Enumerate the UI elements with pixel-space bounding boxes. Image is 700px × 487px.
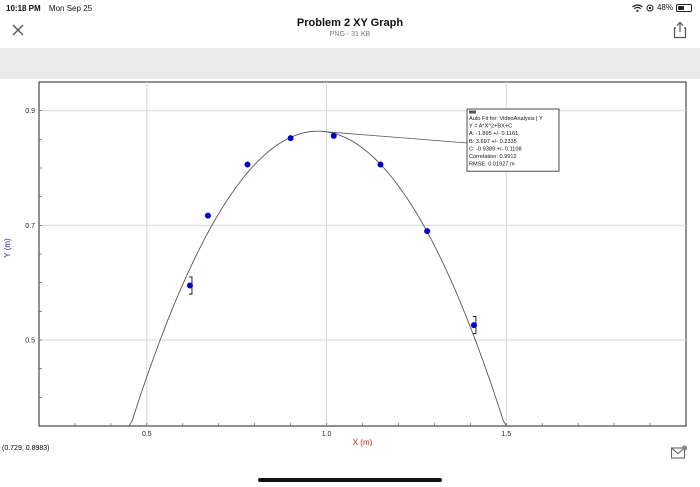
fit-box-line: Auto Fit for: VideoAnalysis | Y bbox=[469, 116, 543, 122]
status-date: Mon Sep 25 bbox=[48, 4, 93, 13]
fit-box-text: Auto Fit for: VideoAnalysis | Y Y = A*X^2… bbox=[469, 116, 543, 168]
fit-box-swatch bbox=[469, 110, 476, 114]
y-tick-label: 0.5 bbox=[25, 338, 35, 345]
home-indicator bbox=[258, 478, 442, 482]
share-icon[interactable] bbox=[672, 21, 688, 39]
data-points bbox=[186, 132, 477, 335]
file-info: PNG - 31 KB bbox=[329, 31, 371, 38]
page-title: Problem 2 XY Graph bbox=[296, 17, 404, 29]
orientation-lock-icon bbox=[646, 4, 654, 11]
coordinate-readout: (0.729, 0.8983) bbox=[2, 445, 49, 452]
battery-fill bbox=[678, 5, 684, 10]
fit-curve bbox=[128, 130, 507, 427]
y-tick-labels: 0.5 0.7 0.9 bbox=[25, 108, 35, 344]
battery-icon bbox=[676, 3, 692, 12]
fit-box-leader bbox=[326, 131, 468, 144]
fit-box-line: RMSE: 0.01927 m bbox=[469, 162, 515, 168]
data-point bbox=[204, 212, 211, 219]
minor-ticks bbox=[39, 110, 651, 426]
status-bar: 10:18 PM Mon Sep 25 48% bbox=[0, 0, 700, 16]
fit-box-line: C: -0.9389 +/- 0.1108 bbox=[469, 146, 522, 152]
fit-box-line: Correlation: 0.9912 bbox=[469, 154, 517, 160]
data-point bbox=[287, 135, 294, 142]
battery-percent: 48% bbox=[656, 3, 673, 12]
x-tick-labels: 0.5 1.0 1.5 bbox=[142, 431, 511, 438]
data-point bbox=[186, 282, 193, 289]
y-tick-label: 0.7 bbox=[25, 223, 35, 230]
data-point bbox=[424, 228, 431, 235]
close-icon[interactable] bbox=[10, 22, 26, 38]
data-point bbox=[470, 322, 477, 329]
xy-graph: 0.5 1.0 1.5 0.5 0.7 0.9 X (m) Y (m) Auto Fit… bbox=[0, 79, 700, 453]
fit-box-frame bbox=[466, 108, 560, 172]
data-point bbox=[330, 132, 337, 139]
data-point bbox=[377, 161, 384, 168]
y-tick-label: 0.9 bbox=[25, 108, 35, 115]
fit-box-line: B: 3.697 +/- 0.2335 bbox=[469, 139, 517, 145]
data-point bbox=[244, 161, 251, 168]
viewer-header: Problem 2 XY Graph PNG - 31 KB bbox=[0, 14, 700, 46]
image-viewer: 0.5 1.0 1.5 0.5 0.7 0.9 X (m) Y (m) Auto Fit… bbox=[0, 48, 700, 459]
x-tick-label: 1.5 bbox=[501, 431, 511, 438]
x-axis-label: X (m) bbox=[353, 438, 373, 447]
fit-box-line: Y = A*X^2+BX+C bbox=[469, 124, 512, 130]
status-time: 10:18 PM bbox=[6, 4, 41, 13]
x-tick-label: 0.5 bbox=[142, 431, 152, 438]
x-tick-label: 1.0 bbox=[322, 431, 332, 438]
y-axis-label: Y (m) bbox=[3, 238, 12, 258]
wifi-icon bbox=[632, 3, 643, 12]
mail-icon[interactable] bbox=[670, 444, 688, 460]
status-icons: 48% bbox=[632, 3, 692, 12]
graph-background bbox=[0, 79, 700, 453]
fit-box[interactable]: Auto Fit for: VideoAnalysis | Y Y = A*X^2… bbox=[466, 108, 560, 172]
fit-box-line: A: -1.895 +/- 0.1161 bbox=[469, 131, 518, 137]
status-time-date: 10:18 PM Mon Sep 25 bbox=[6, 4, 92, 13]
